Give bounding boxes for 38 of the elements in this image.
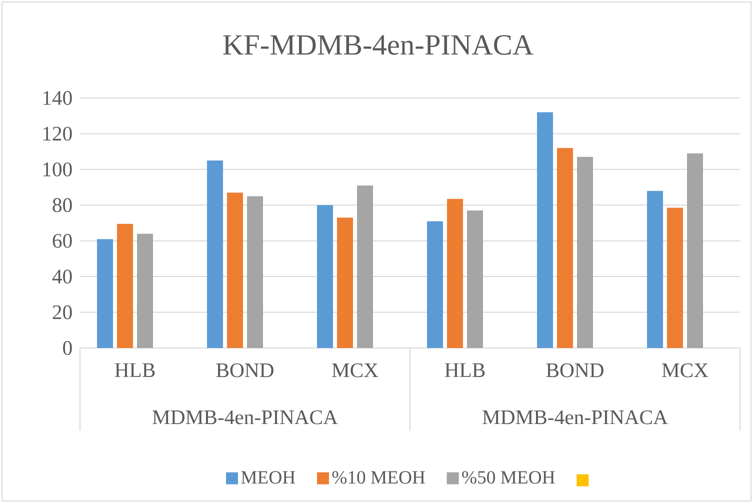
x-tick-label: BOND — [216, 363, 274, 378]
legend-label: MEOH — [241, 471, 296, 484]
y-tick-label: 20 — [52, 305, 72, 320]
bar — [686, 153, 703, 348]
text: MDMB-4en-PINACA — [482, 410, 668, 424]
legend-label: %50 MEOH — [462, 471, 555, 484]
y-tick-label: 40 — [52, 270, 72, 284]
y-tick-label: 80 — [52, 198, 72, 212]
x-tick-label: MCX — [662, 363, 708, 378]
bar — [207, 160, 224, 348]
bar — [227, 192, 244, 348]
bar — [317, 205, 334, 348]
y-tick-label: 120 — [43, 126, 72, 141]
chart-title: KF-MDMB-4en-PINACA — [223, 35, 534, 55]
bar — [667, 208, 683, 348]
bar — [357, 185, 374, 348]
y-tick-label: 60 — [52, 234, 72, 248]
bar — [577, 156, 593, 348]
bar — [137, 234, 154, 348]
x-tick-label: HLB — [444, 363, 485, 377]
bar — [647, 190, 663, 348]
bar — [467, 210, 483, 348]
y-tick-label: 140 — [43, 91, 72, 105]
bar — [337, 218, 353, 348]
text: MDMB-4en-PINACA — [152, 410, 338, 424]
x-tick-label: MCX — [332, 363, 378, 378]
bar — [557, 148, 573, 348]
bar — [97, 239, 114, 348]
bar — [427, 221, 443, 348]
bar — [447, 198, 464, 348]
y-tick-label: 100 — [43, 162, 72, 176]
x-tick-label: HLB — [114, 363, 155, 377]
bar — [247, 196, 264, 348]
legend-label: %10 MEOH — [332, 471, 425, 484]
bar — [537, 112, 553, 348]
y-tick-label: 0 — [63, 341, 72, 355]
bar — [117, 224, 134, 348]
x-tick-label: BOND — [546, 363, 604, 378]
